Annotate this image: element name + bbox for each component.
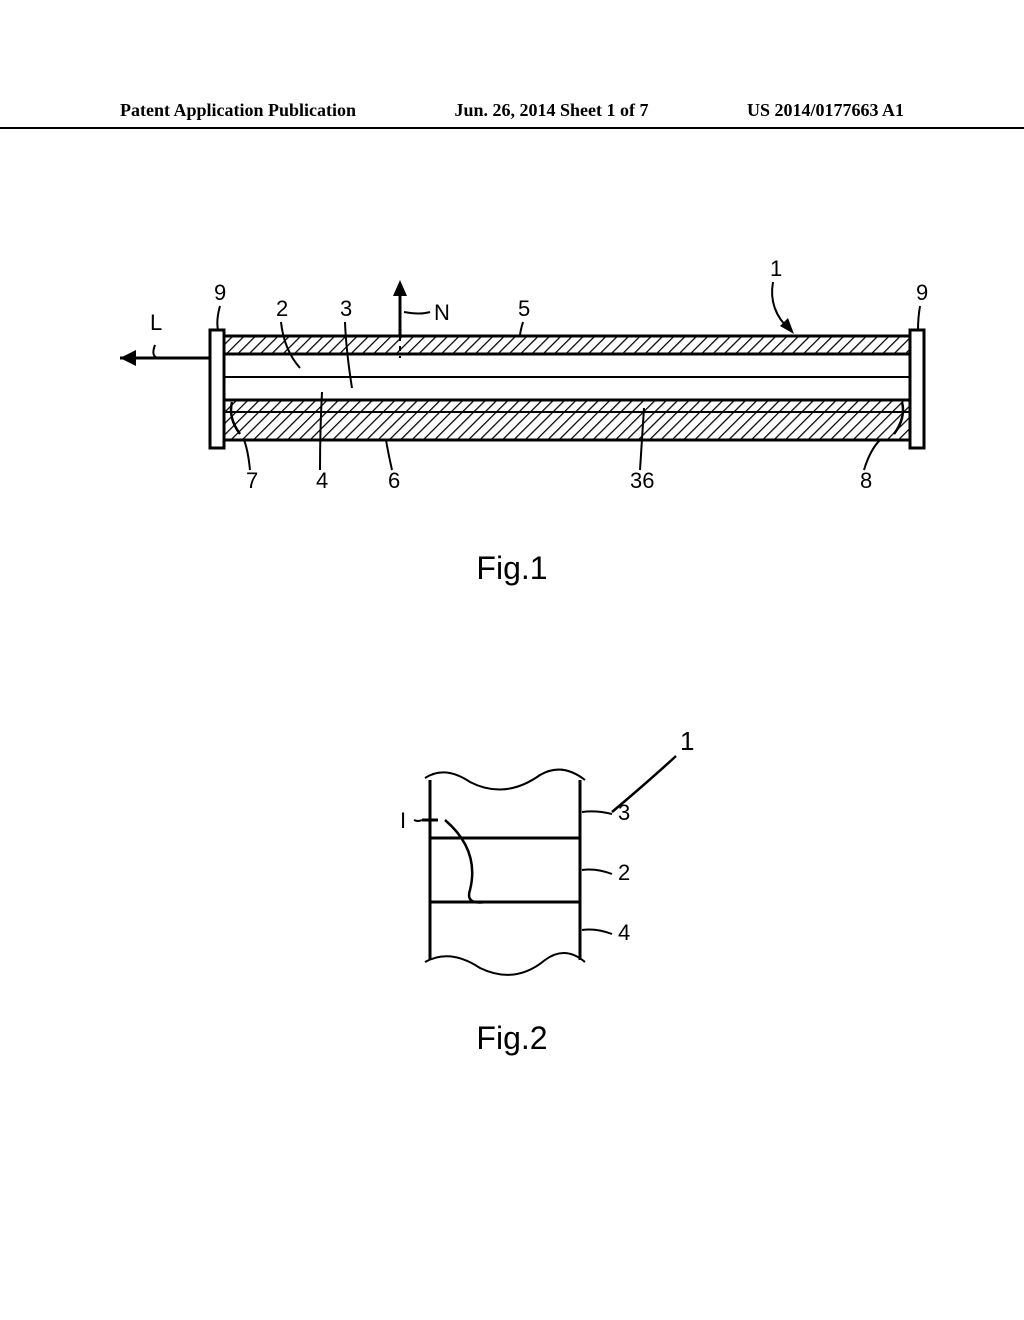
label-6: 6 <box>388 468 400 493</box>
label-5: 5 <box>518 296 530 321</box>
label-3: 3 <box>340 296 352 321</box>
page: Patent Application Publication Jun. 26, … <box>0 0 1024 1320</box>
label-4: 4 <box>316 468 328 493</box>
header-left: Patent Application Publication <box>120 100 356 121</box>
label-7: 7 <box>246 468 258 493</box>
figure-2-caption: Fig.2 <box>0 1020 1024 1057</box>
figure-2-svg: I 1 3 2 4 <box>0 720 1024 1020</box>
figure-1: L N 1 9 9 2 3 5 <box>0 240 1024 600</box>
label-2: 2 <box>276 296 288 321</box>
label-4b: 4 <box>618 920 630 945</box>
label-1: 1 <box>770 256 782 281</box>
label-I: I <box>400 808 406 833</box>
label-2b: 2 <box>618 860 630 885</box>
figure-1-caption: Fig.1 <box>0 550 1024 587</box>
label-1b: 1 <box>680 726 694 756</box>
header-right: US 2014/0177663 A1 <box>747 100 904 121</box>
label-3b: 3 <box>618 800 630 825</box>
header-center: Jun. 26, 2014 Sheet 1 of 7 <box>454 100 648 121</box>
label-9-left: 9 <box>214 280 226 305</box>
figure-2: I 1 3 2 4 Fig.2 <box>0 720 1024 1080</box>
label-N: N <box>434 300 450 325</box>
label-36: 36 <box>630 468 654 493</box>
figure-1-svg: L N 1 9 9 2 3 5 <box>0 240 1024 540</box>
page-header: Patent Application Publication Jun. 26, … <box>0 100 1024 129</box>
label-9-right: 9 <box>916 280 928 305</box>
label-L: L <box>150 310 162 335</box>
label-8: 8 <box>860 468 872 493</box>
